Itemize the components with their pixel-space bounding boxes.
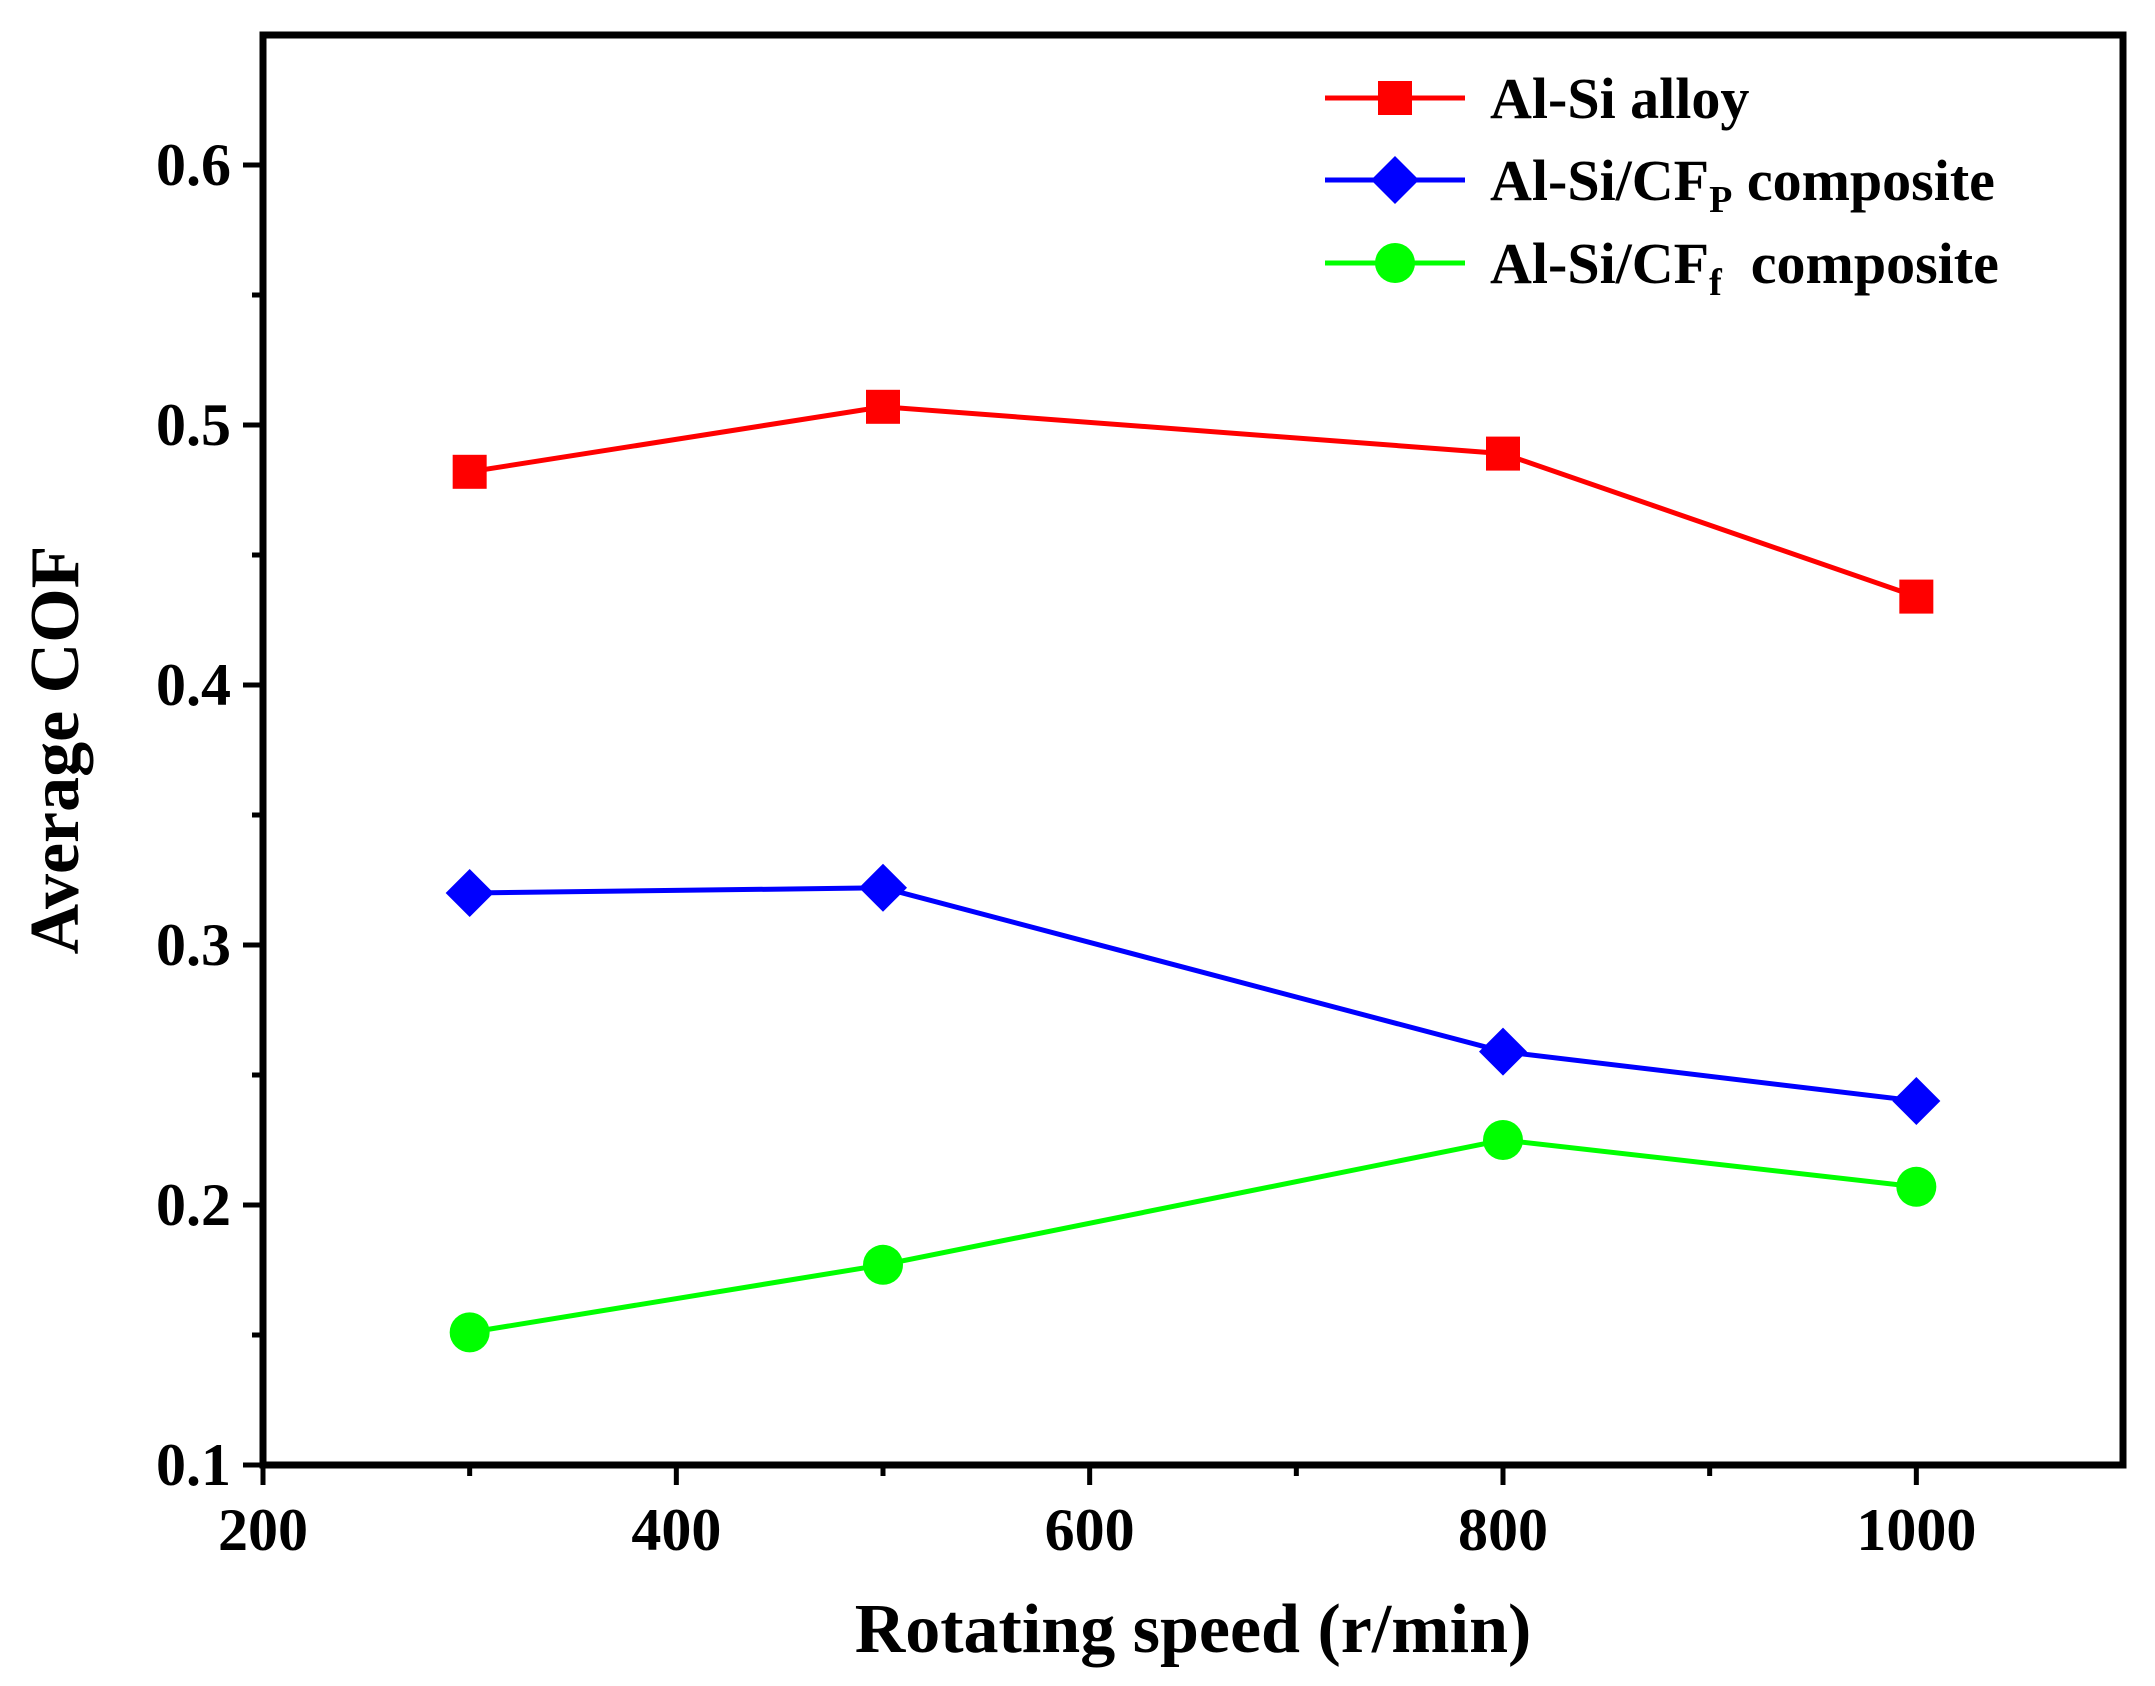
legend-marker-diamond <box>1371 156 1419 204</box>
legend-entry: Al-Si/CFf composite <box>1325 231 1999 304</box>
y-tick-label: 0.1 <box>156 1432 231 1498</box>
series-diamond <box>445 863 1941 1125</box>
data-point-diamond <box>859 863 907 912</box>
data-point-diamond <box>1892 1077 1941 1125</box>
data-point-circle <box>863 1244 903 1285</box>
legend-label-main: Al-Si/CF <box>1490 148 1709 213</box>
data-point-square <box>1899 579 1934 614</box>
legend-label-subscript: P <box>1709 179 1732 221</box>
y-tick-label: 0.3 <box>156 912 231 978</box>
data-point-diamond <box>445 869 494 917</box>
y-axis-ticks: 0.1 0.2 0.3 0.4 0.5 0.6 <box>156 132 263 1498</box>
series-line <box>469 404 1918 599</box>
x-axis-title: Rotating speed (r/min) <box>855 1591 1532 1668</box>
legend-entry: Al-Si alloy <box>1325 66 1749 131</box>
series-line <box>469 885 1917 1104</box>
x-tick-label: 1000 <box>1856 1497 1976 1563</box>
legend-label-subscript: f <box>1709 262 1723 304</box>
y-axis-title: Average COF <box>17 546 94 955</box>
legend-label: Al-Si/CFf composite <box>1490 231 1999 304</box>
series-circle <box>449 1120 1937 1353</box>
x-tick-label: 600 <box>1045 1497 1135 1563</box>
data-point-diamond <box>1479 1027 1527 1076</box>
legend-label: Al-Si alloy <box>1490 66 1749 131</box>
legend-marker-square <box>1378 81 1412 115</box>
legend-entry: Al-Si/CFP composite <box>1325 148 1995 221</box>
x-tick-label: 800 <box>1458 1497 1548 1563</box>
legend-label-main: Al-Si alloy <box>1490 66 1749 131</box>
series-square <box>452 389 1934 614</box>
data-point-circle <box>1896 1166 1937 1207</box>
y-tick-label: 0.4 <box>156 652 231 718</box>
data-point-square <box>452 454 487 489</box>
data-point-square <box>1486 436 1520 471</box>
legend-label-tail: composite <box>1722 231 1999 296</box>
x-tick-label: 200 <box>218 1497 308 1563</box>
y-tick-label: 0.5 <box>156 392 231 458</box>
plot-frame <box>259 31 2127 1469</box>
y-tick-label: 0.2 <box>156 1172 231 1238</box>
x-tick-label: 400 <box>631 1497 721 1563</box>
legend-label-tail: composite <box>1732 148 1995 213</box>
data-point-circle <box>449 1312 490 1353</box>
series-line <box>469 1137 1917 1335</box>
data-point-square <box>866 389 900 424</box>
legend-label: Al-Si/CFP composite <box>1490 148 1995 221</box>
series-layer <box>445 389 1941 1353</box>
x-axis-ticks: 200 400 600 800 1000 <box>218 1465 1976 1563</box>
legend-marker-circle <box>1375 243 1415 283</box>
data-point-circle <box>1483 1120 1523 1160</box>
y-tick-label: 0.6 <box>156 132 231 198</box>
legend-label-main: Al-Si/CF <box>1490 231 1709 296</box>
